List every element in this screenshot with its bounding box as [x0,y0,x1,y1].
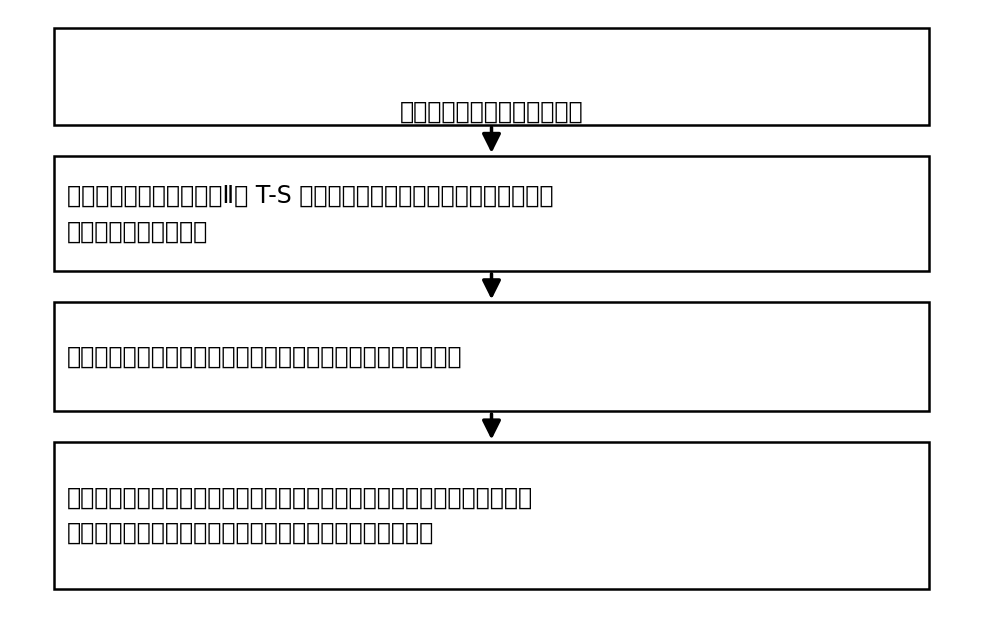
FancyBboxPatch shape [54,156,929,271]
Text: 建立估计控制器去估计光伏多水泵物理系统模型的外界干扰信号: 建立估计控制器去估计光伏多水泵物理系统模型的外界干扰信号 [67,345,462,369]
Text: 根据物理学原理以及中立Ⅱ型 T-S 模糊模型的表达方法，建立光伏多水泵物
理系统的模糊动态模型: 根据物理学原理以及中立Ⅱ型 T-S 模糊模型的表达方法，建立光伏多水泵物 理系统… [67,184,553,244]
Text: 搭建光伏多水泵物理系统模型: 搭建光伏多水泵物理系统模型 [400,100,583,124]
FancyBboxPatch shape [54,442,929,589]
Text: 基于设计的估计器所估计这些外界干扰信号，进一步设计基于补偿的反馈控
制器，使得这些外界的干扰信号能够被抑制并实现稳定工作: 基于设计的估计器所估计这些外界干扰信号，进一步设计基于补偿的反馈控 制器，使得这… [67,486,533,545]
FancyBboxPatch shape [54,302,929,411]
FancyBboxPatch shape [54,28,929,125]
